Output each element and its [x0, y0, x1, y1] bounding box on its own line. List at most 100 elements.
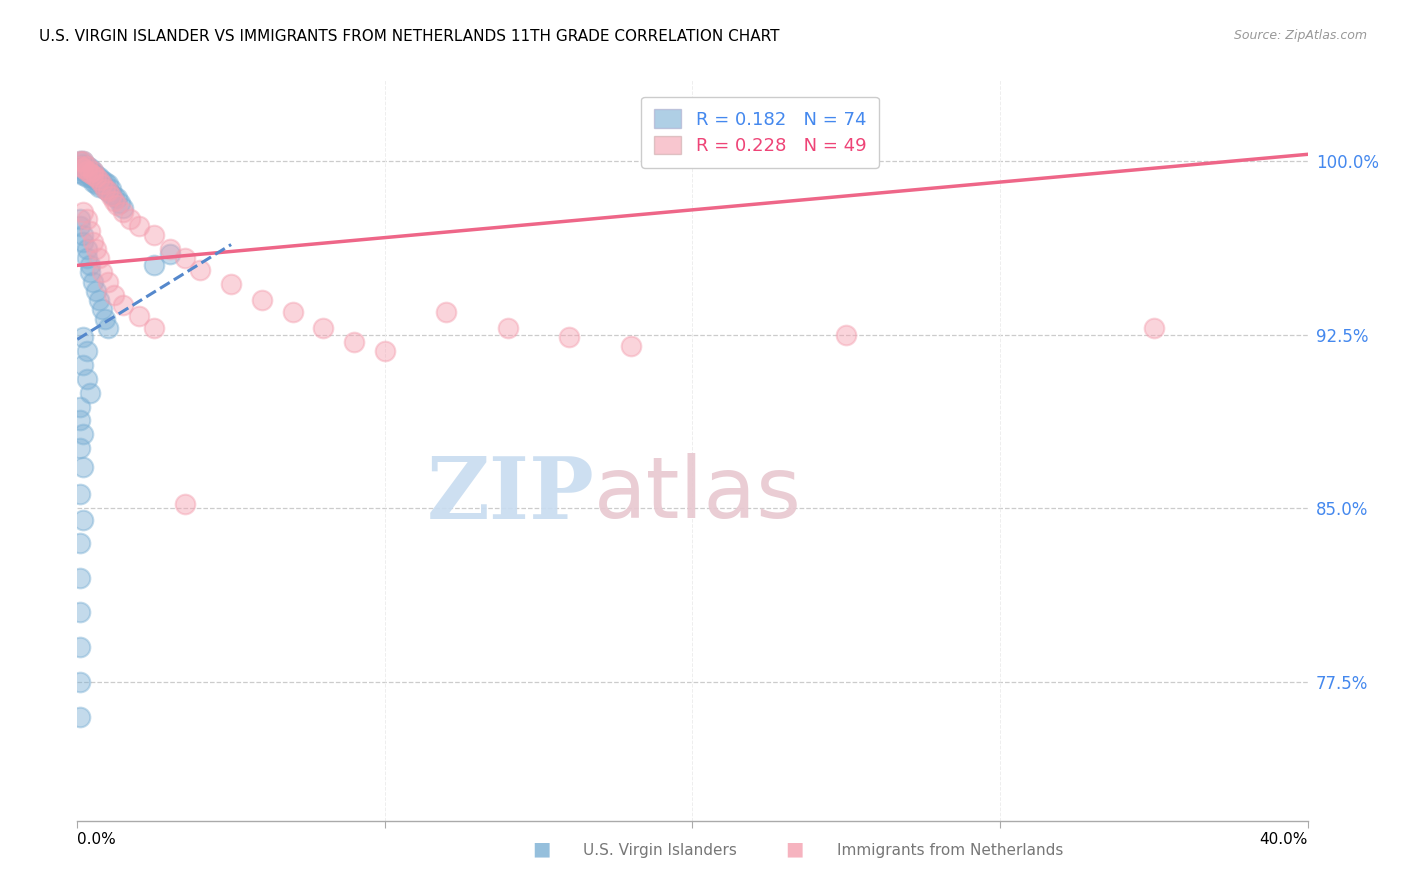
Immigrants from Netherlands: [90, 178, 114, 192]
Immigrants from Netherlands: [118, 212, 141, 227]
Text: U.S. Virgin Islanders: U.S. Virgin Islanders: [583, 843, 737, 858]
U.S. Virgin Islanders: [72, 163, 94, 178]
Text: atlas: atlas: [595, 453, 801, 536]
U.S. Virgin Islanders: [82, 275, 104, 289]
U.S. Virgin Islanders: [76, 161, 98, 176]
Text: Source: ZipAtlas.com: Source: ZipAtlas.com: [1233, 29, 1367, 42]
Immigrants from Netherlands: [97, 275, 120, 289]
U.S. Virgin Islanders: [82, 170, 104, 185]
U.S. Virgin Islanders: [69, 413, 91, 427]
U.S. Virgin Islanders: [69, 166, 91, 180]
Immigrants from Netherlands: [69, 154, 91, 169]
U.S. Virgin Islanders: [84, 284, 107, 298]
Immigrants from Netherlands: [835, 327, 858, 342]
U.S. Virgin Islanders: [69, 674, 91, 689]
U.S. Virgin Islanders: [84, 173, 107, 187]
Immigrants from Netherlands: [103, 194, 125, 208]
Immigrants from Netherlands: [496, 321, 519, 335]
U.S. Virgin Islanders: [69, 161, 91, 176]
Immigrants from Netherlands: [174, 252, 197, 266]
U.S. Virgin Islanders: [76, 166, 98, 180]
U.S. Virgin Islanders: [72, 161, 94, 176]
U.S. Virgin Islanders: [72, 330, 94, 344]
Immigrants from Netherlands: [281, 304, 304, 318]
Immigrants from Netherlands: [76, 159, 98, 173]
U.S. Virgin Islanders: [159, 247, 181, 261]
U.S. Virgin Islanders: [72, 513, 94, 527]
Immigrants from Netherlands: [84, 170, 107, 185]
Immigrants from Netherlands: [250, 293, 273, 307]
Immigrants from Netherlands: [82, 168, 104, 182]
Immigrants from Netherlands: [72, 154, 94, 169]
U.S. Virgin Islanders: [90, 302, 114, 317]
Text: ZIP: ZIP: [426, 453, 595, 537]
Immigrants from Netherlands: [100, 189, 122, 203]
U.S. Virgin Islanders: [79, 258, 101, 272]
U.S. Virgin Islanders: [94, 182, 117, 196]
U.S. Virgin Islanders: [90, 173, 114, 187]
Immigrants from Netherlands: [84, 242, 107, 256]
U.S. Virgin Islanders: [94, 175, 117, 189]
Immigrants from Netherlands: [159, 242, 181, 256]
U.S. Virgin Islanders: [82, 166, 104, 180]
Immigrants from Netherlands: [112, 298, 135, 312]
U.S. Virgin Islanders: [84, 178, 107, 192]
U.S. Virgin Islanders: [100, 186, 122, 201]
Immigrants from Netherlands: [72, 205, 94, 219]
U.S. Virgin Islanders: [87, 170, 110, 185]
Immigrants from Netherlands: [90, 265, 114, 279]
U.S. Virgin Islanders: [82, 163, 104, 178]
U.S. Virgin Islanders: [76, 170, 98, 185]
Immigrants from Netherlands: [128, 219, 150, 233]
Immigrants from Netherlands: [558, 330, 581, 344]
U.S. Virgin Islanders: [79, 166, 101, 180]
U.S. Virgin Islanders: [97, 178, 120, 192]
U.S. Virgin Islanders: [76, 242, 98, 256]
U.S. Virgin Islanders: [69, 400, 91, 414]
U.S. Virgin Islanders: [79, 265, 101, 279]
U.S. Virgin Islanders: [76, 252, 98, 266]
Text: 0.0%: 0.0%: [77, 832, 117, 847]
Immigrants from Netherlands: [79, 224, 101, 238]
Immigrants from Netherlands: [87, 252, 110, 266]
Immigrants from Netherlands: [112, 205, 135, 219]
U.S. Virgin Islanders: [69, 487, 91, 501]
U.S. Virgin Islanders: [76, 163, 98, 178]
U.S. Virgin Islanders: [100, 182, 122, 196]
U.S. Virgin Islanders: [69, 606, 91, 620]
Immigrants from Netherlands: [72, 161, 94, 176]
U.S. Virgin Islanders: [72, 159, 94, 173]
U.S. Virgin Islanders: [105, 191, 128, 205]
U.S. Virgin Islanders: [69, 219, 91, 233]
Immigrants from Netherlands: [620, 339, 643, 353]
Immigrants from Netherlands: [312, 321, 335, 335]
Immigrants from Netherlands: [82, 235, 104, 250]
U.S. Virgin Islanders: [112, 201, 135, 215]
U.S. Virgin Islanders: [76, 343, 98, 358]
Immigrants from Netherlands: [87, 173, 110, 187]
U.S. Virgin Islanders: [69, 159, 91, 173]
Immigrants from Netherlands: [79, 166, 101, 180]
U.S. Virgin Islanders: [76, 372, 98, 386]
U.S. Virgin Islanders: [69, 640, 91, 654]
U.S. Virgin Islanders: [143, 258, 166, 272]
U.S. Virgin Islanders: [87, 175, 110, 189]
Immigrants from Netherlands: [143, 228, 166, 243]
U.S. Virgin Islanders: [72, 427, 94, 442]
U.S. Virgin Islanders: [72, 459, 94, 474]
U.S. Virgin Islanders: [72, 154, 94, 169]
U.S. Virgin Islanders: [97, 321, 120, 335]
Immigrants from Netherlands: [436, 304, 458, 318]
U.S. Virgin Islanders: [69, 154, 91, 169]
U.S. Virgin Islanders: [69, 709, 91, 723]
Immigrants from Netherlands: [343, 334, 366, 349]
U.S. Virgin Islanders: [79, 161, 101, 176]
Immigrants from Netherlands: [82, 163, 104, 178]
U.S. Virgin Islanders: [69, 441, 91, 455]
Text: ■: ■: [531, 839, 551, 858]
Immigrants from Netherlands: [128, 310, 150, 324]
U.S. Virgin Islanders: [72, 168, 94, 182]
Immigrants from Netherlands: [103, 288, 125, 302]
Immigrants from Netherlands: [374, 343, 396, 358]
U.S. Virgin Islanders: [84, 168, 107, 182]
